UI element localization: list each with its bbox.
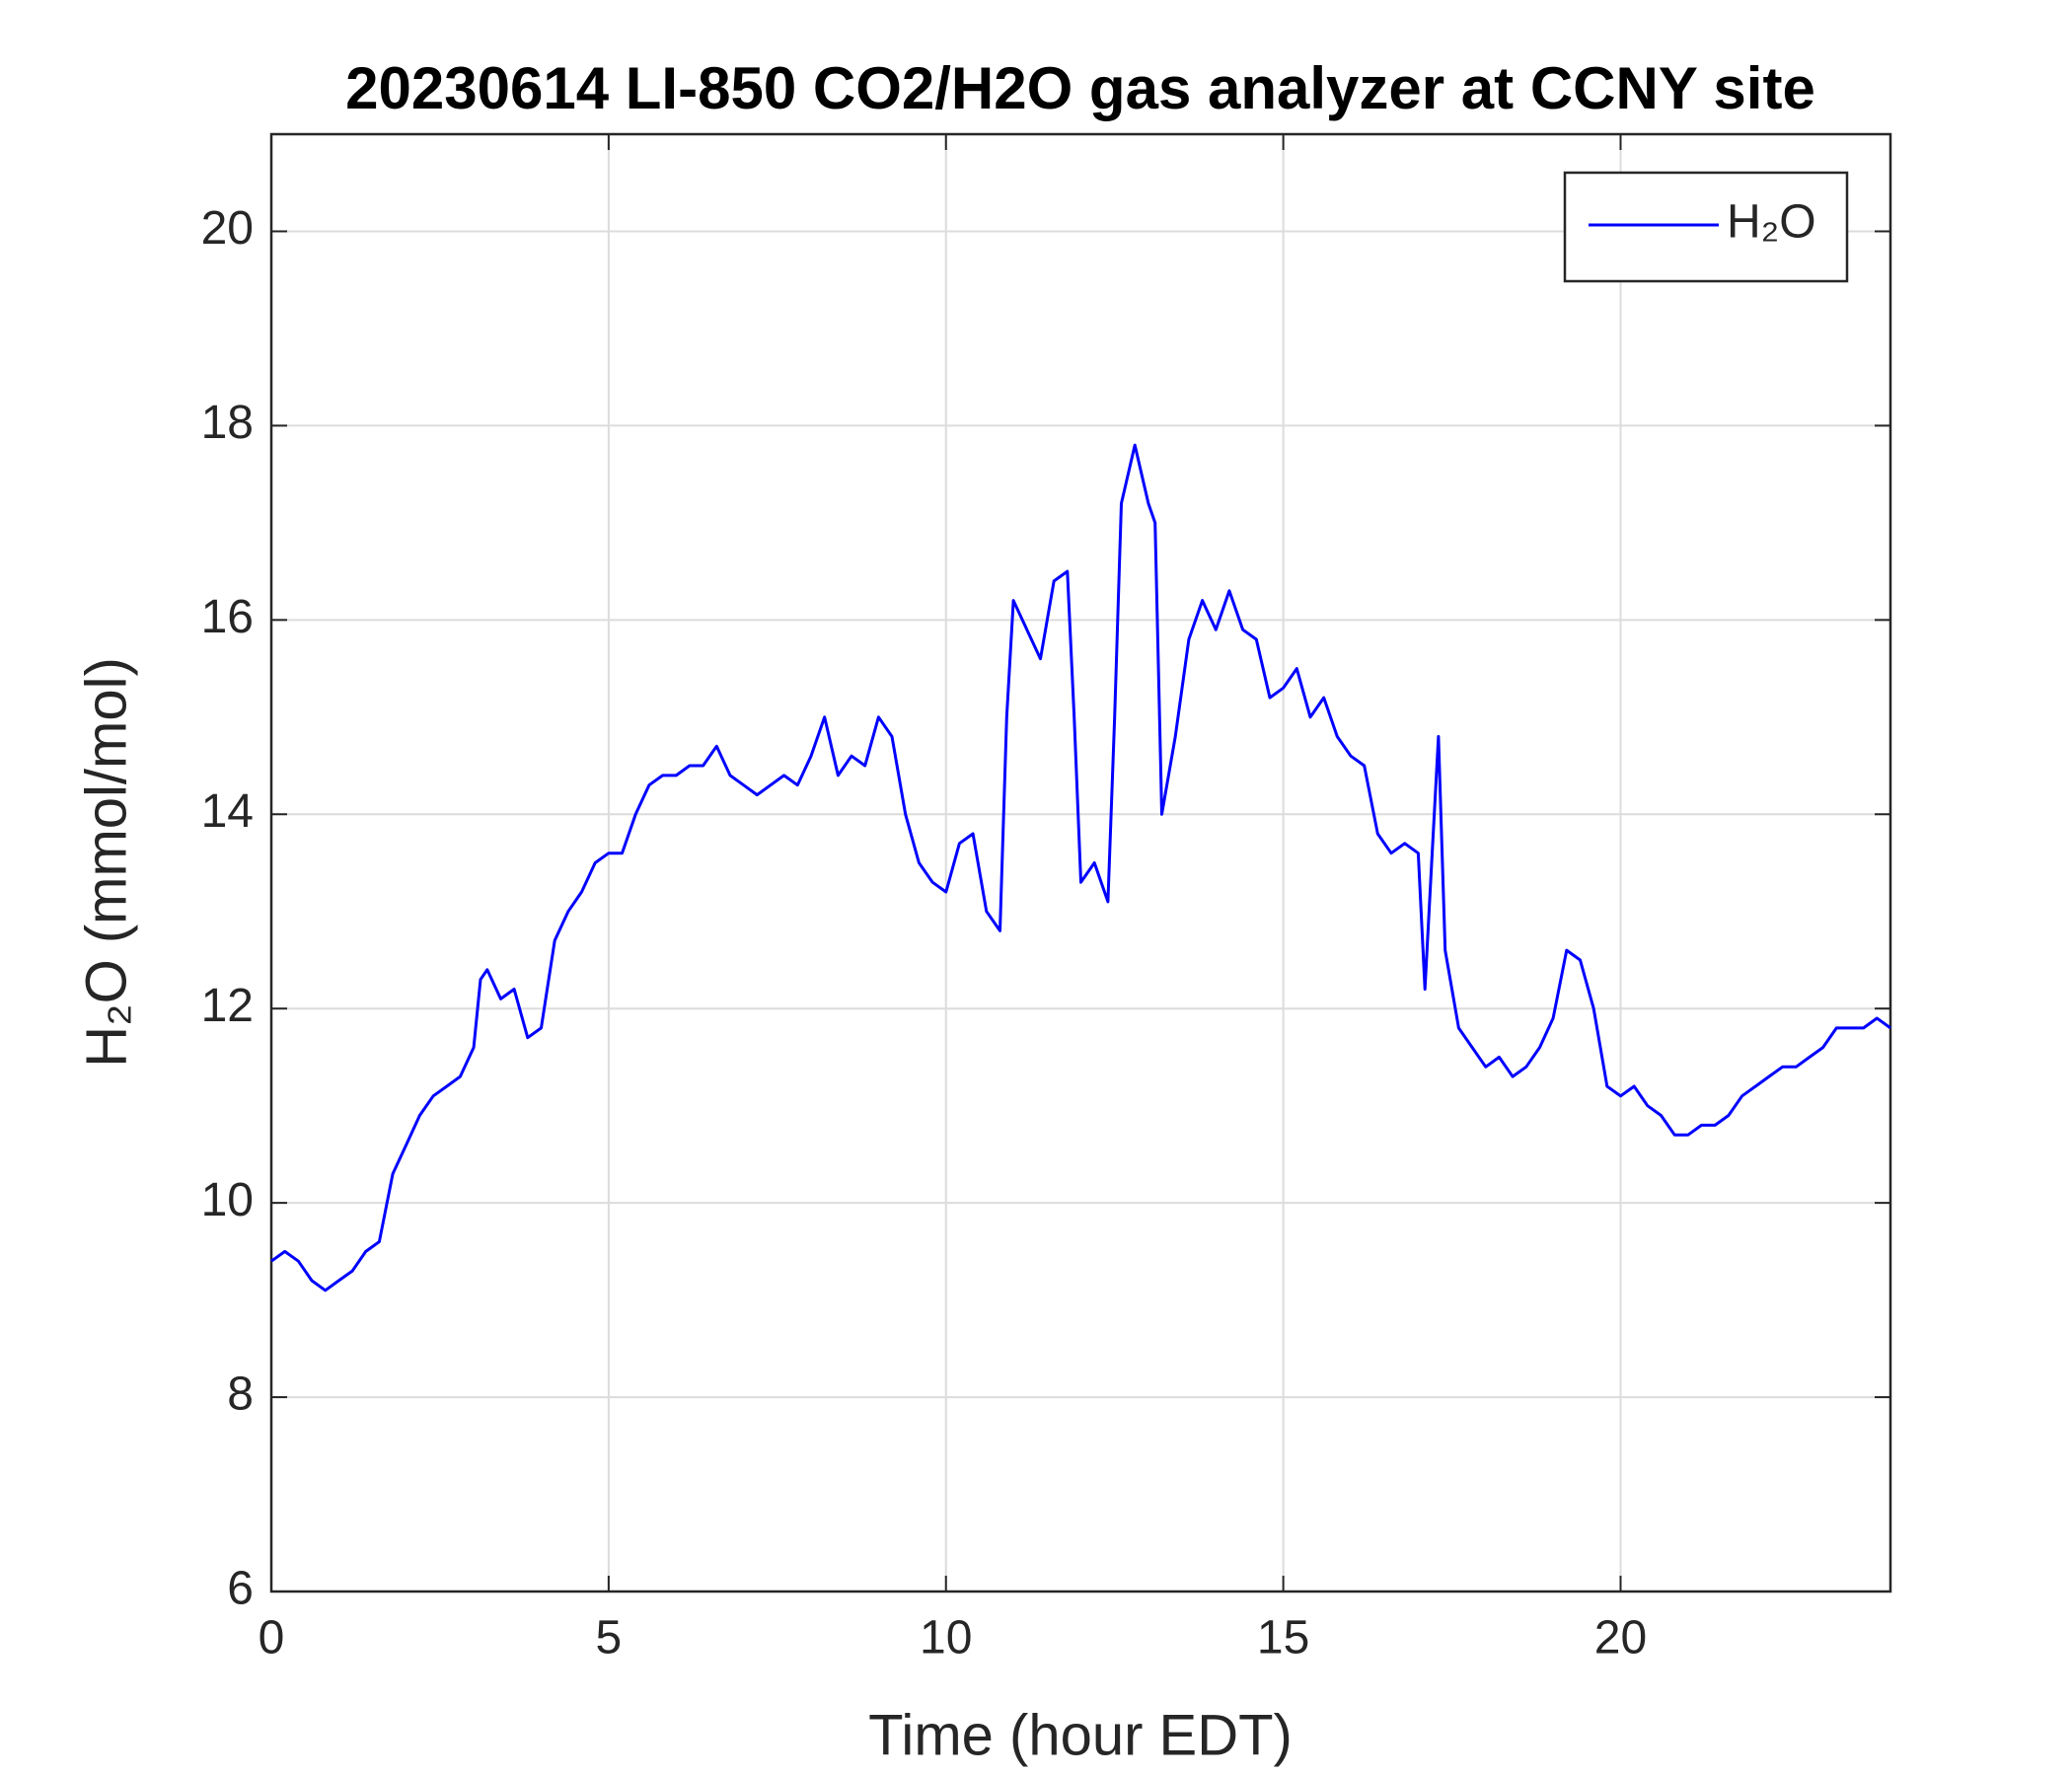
y-tick-label: 6	[227, 1563, 254, 1615]
y-tick-label: 10	[201, 1174, 254, 1226]
x-axis-label: Time (hour EDT)	[868, 1703, 1293, 1767]
y-tick-label: 8	[227, 1369, 254, 1421]
legend-label: H₂O	[1727, 196, 1816, 249]
y-tick-label: 16	[201, 591, 254, 643]
y-tick-label: 20	[201, 202, 254, 255]
data-line	[270, 443, 1891, 1293]
x-tick-label: 20	[1594, 1612, 1647, 1665]
y-tick-label: 18	[201, 397, 254, 449]
x-tick-label: 10	[920, 1612, 972, 1665]
y-tick-label: 12	[201, 980, 254, 1032]
chart-title: 20230614 LI-850 CO2/H2O gas analyzer at …	[345, 55, 1815, 121]
x-tick-label: 0	[259, 1612, 285, 1665]
plot-frame	[269, 132, 1892, 1593]
x-tick-label: 15	[1257, 1612, 1309, 1665]
y-tick-label: 14	[201, 785, 254, 838]
x-tick-label: 5	[596, 1612, 623, 1665]
y-axis-label: H₂O (mmol/mol)	[74, 657, 138, 1068]
legend-box	[1563, 171, 1849, 283]
